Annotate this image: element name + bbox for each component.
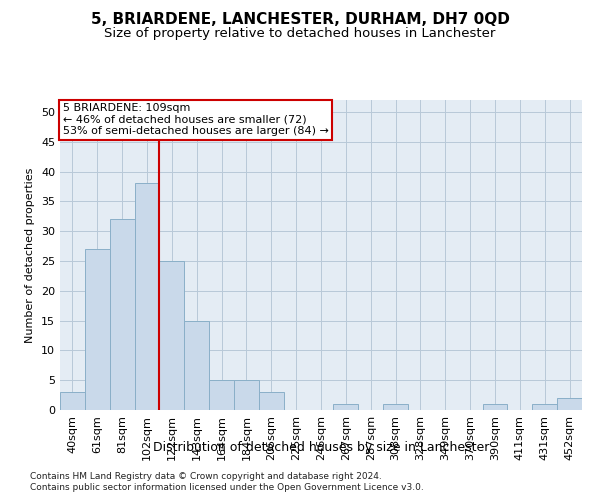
Text: 5 BRIARDENE: 109sqm
← 46% of detached houses are smaller (72)
53% of semi-detach: 5 BRIARDENE: 109sqm ← 46% of detached ho… (62, 103, 328, 136)
Text: Distribution of detached houses by size in Lanchester: Distribution of detached houses by size … (153, 441, 489, 454)
Bar (482, 404, 508, 410)
Bar (160, 261, 184, 410)
Bar (184, 320, 209, 410)
Bar (259, 392, 284, 410)
Bar (110, 219, 134, 410)
Bar (234, 380, 259, 410)
Bar (60, 392, 85, 410)
Y-axis label: Number of detached properties: Number of detached properties (25, 168, 35, 342)
Bar (532, 404, 557, 410)
Bar (209, 380, 234, 410)
Text: Contains HM Land Registry data © Crown copyright and database right 2024.: Contains HM Land Registry data © Crown c… (30, 472, 382, 481)
Text: Size of property relative to detached houses in Lanchester: Size of property relative to detached ho… (104, 28, 496, 40)
Bar (334, 404, 358, 410)
Text: 5, BRIARDENE, LANCHESTER, DURHAM, DH7 0QD: 5, BRIARDENE, LANCHESTER, DURHAM, DH7 0Q… (91, 12, 509, 28)
Bar (557, 398, 582, 410)
Bar (134, 184, 160, 410)
Bar (383, 404, 408, 410)
Bar (85, 249, 110, 410)
Text: Contains public sector information licensed under the Open Government Licence v3: Contains public sector information licen… (30, 484, 424, 492)
